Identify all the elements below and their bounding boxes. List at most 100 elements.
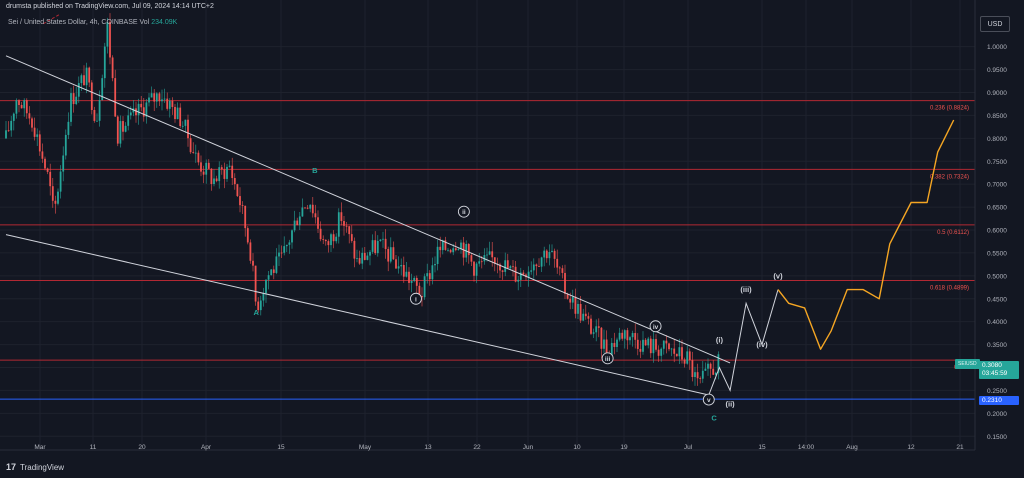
candle-body xyxy=(272,269,275,273)
candle-body xyxy=(145,102,148,117)
candle-body xyxy=(569,298,572,303)
candle xyxy=(246,226,249,245)
candle-body xyxy=(564,272,566,294)
price-tick-label: 0.7000 xyxy=(987,182,1007,189)
candle-body xyxy=(200,162,202,172)
candle-body xyxy=(660,348,663,356)
candle-body xyxy=(168,100,171,109)
candle-body xyxy=(616,339,618,347)
candle-body xyxy=(231,165,234,179)
candle-body xyxy=(571,296,574,303)
candle-body xyxy=(686,351,689,364)
candle xyxy=(23,98,26,117)
candle xyxy=(522,270,525,276)
candle-body xyxy=(395,259,397,269)
candle xyxy=(304,207,306,209)
candle-body xyxy=(88,67,91,83)
candle-body xyxy=(179,107,182,127)
candle-body xyxy=(709,363,712,369)
candle-body xyxy=(207,162,210,169)
price-axis[interactable]: 1.0000 0.9500 0.9000 0.8500 0.8000 0.7500 0.70… xyxy=(974,0,1007,450)
candle-body xyxy=(205,162,208,175)
candle-body xyxy=(49,171,52,187)
candle xyxy=(415,275,418,294)
candle-body xyxy=(402,265,405,277)
candle-body xyxy=(241,205,244,206)
candle xyxy=(98,90,101,127)
candle-body xyxy=(397,266,400,269)
candle xyxy=(301,198,304,217)
time-tick-label: 14:00 xyxy=(798,444,815,451)
candle xyxy=(447,247,449,252)
candle-body xyxy=(111,57,114,79)
candle-body xyxy=(470,255,473,262)
currency-button[interactable]: USD xyxy=(980,16,1010,32)
time-tick-label: 10 xyxy=(573,444,581,451)
candle-body xyxy=(600,327,603,349)
candle xyxy=(116,115,119,147)
candle-body xyxy=(350,234,353,241)
candle-body xyxy=(140,103,143,108)
candle-body xyxy=(41,151,44,159)
candle-body xyxy=(85,67,88,86)
candle-body xyxy=(210,168,213,185)
candle-body xyxy=(488,251,491,255)
candle xyxy=(194,144,197,163)
candle-body xyxy=(423,276,426,298)
candle xyxy=(709,362,712,378)
candle xyxy=(62,146,65,182)
candle-body xyxy=(223,169,226,179)
candle-body xyxy=(77,83,80,97)
candle xyxy=(413,276,416,283)
footer-brand[interactable]: 17 TradingView xyxy=(6,462,64,472)
candle-body xyxy=(70,93,72,122)
candle-body xyxy=(361,252,364,264)
candle-body xyxy=(683,359,686,364)
current-price-tag: SEIUSD xyxy=(955,359,980,369)
candle xyxy=(387,246,390,272)
candle-body xyxy=(642,339,644,352)
candle-body xyxy=(634,333,637,340)
candle xyxy=(213,169,215,187)
candle-body xyxy=(309,204,312,209)
candle-body xyxy=(506,260,509,269)
candle-body xyxy=(712,368,715,375)
candle-body xyxy=(122,121,124,132)
time-axis[interactable]: Mar 11 20 Apr 15 May 13 22 Jun 10 19 Jul 15 14:00 Aug 1… xyxy=(0,444,975,451)
candle-body xyxy=(415,277,418,286)
candle xyxy=(280,245,283,259)
candle xyxy=(488,241,491,256)
candle-body xyxy=(220,167,223,170)
candle xyxy=(712,360,715,375)
candle xyxy=(166,92,169,111)
candle-body xyxy=(98,100,101,121)
candle xyxy=(322,235,325,245)
candle xyxy=(512,260,514,277)
candle xyxy=(176,102,179,120)
candle xyxy=(44,156,46,171)
candle xyxy=(678,338,681,365)
trendline xyxy=(5,55,731,364)
candle-body xyxy=(535,264,538,267)
candle-body xyxy=(202,171,205,175)
candle xyxy=(41,143,44,163)
candle-body xyxy=(382,238,384,240)
price-tick-label: 0.5000 xyxy=(987,273,1007,280)
candle-body xyxy=(288,242,291,245)
wave-label: (v) xyxy=(773,271,783,280)
candle-body xyxy=(116,116,119,144)
candle xyxy=(226,164,228,182)
candle xyxy=(197,150,200,166)
candle-body xyxy=(324,239,327,242)
candle xyxy=(257,297,260,313)
candle-body xyxy=(449,249,452,253)
wave-projection xyxy=(708,119,955,396)
candle xyxy=(405,262,408,278)
candle-body xyxy=(163,98,166,100)
candle-body xyxy=(54,200,57,204)
candle xyxy=(20,101,23,109)
candle-body xyxy=(447,249,449,251)
candle xyxy=(192,142,195,154)
candle-body xyxy=(337,212,340,237)
